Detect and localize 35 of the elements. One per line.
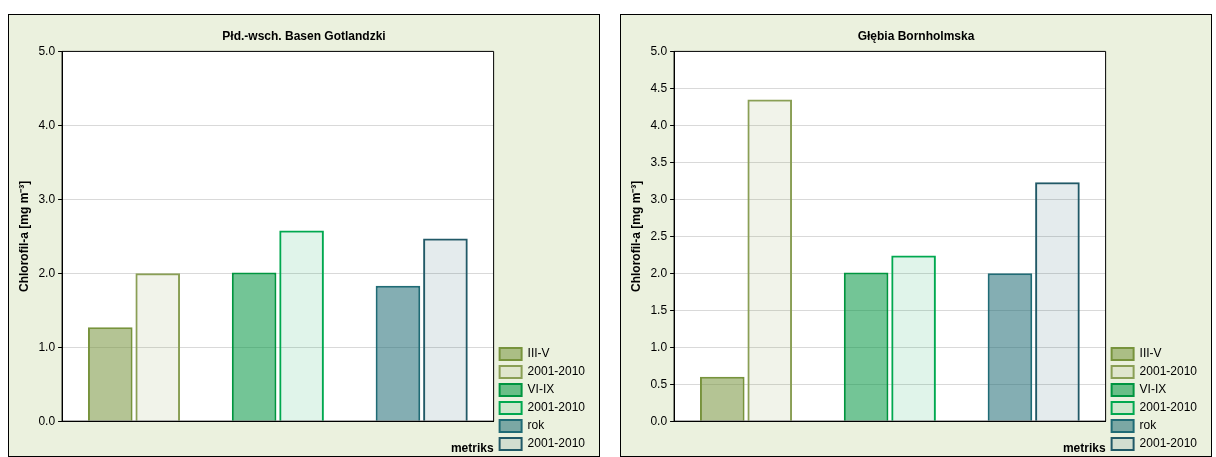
legend-label: VI-IX: [1139, 382, 1167, 397]
legend-label: III-V: [527, 346, 550, 361]
y-tick-label: 3.0: [650, 191, 668, 206]
y-tick-label: 1.0: [650, 339, 668, 354]
legend-label: rok: [527, 418, 546, 433]
legend-label: 2001-2010: [1139, 400, 1198, 415]
y-tick-label: 3.0: [38, 191, 56, 206]
y-tick-label: 5.0: [38, 43, 56, 58]
y-tick-label: 0.0: [38, 413, 56, 428]
y-tick-label: 1.0: [38, 339, 56, 354]
y-tick-label: 3.5: [650, 154, 668, 169]
legend-label: III-V: [1139, 346, 1162, 361]
y-tick-label: 5.0: [650, 43, 668, 58]
legend-label: 2001-2010: [527, 400, 586, 415]
y-tick-label: 4.5: [650, 80, 668, 95]
legend-label: 2001-2010: [527, 436, 586, 451]
y-tick-label: 1.5: [650, 302, 668, 317]
y-axis-title: Chlorofil-a [mg m⁻³]: [16, 180, 31, 292]
y-axis-title: Chlorofil-a [mg m⁻³]: [628, 180, 643, 292]
y-tick-label: 2.0: [38, 265, 56, 280]
y-tick-label: 0.5: [650, 376, 668, 391]
y-tick-label: 4.0: [38, 117, 56, 132]
legend-label: rok: [1139, 418, 1158, 433]
x-axis-title: metriks: [1062, 441, 1106, 456]
y-tick-label: 2.0: [650, 265, 668, 280]
legend-label: 2001-2010: [1139, 436, 1198, 451]
y-tick-label: 4.0: [650, 117, 668, 132]
x-axis-title: metriks: [450, 441, 494, 456]
legend-label: VI-IX: [527, 382, 555, 397]
legend-label: 2001-2010: [527, 364, 586, 379]
chart-title: Płd.-wsch. Basen Gotlandzki: [222, 28, 386, 43]
y-tick-label: 2.5: [650, 228, 668, 243]
legend-label: 2001-2010: [1139, 364, 1198, 379]
chart-title: Głębia Bornholmska: [857, 28, 975, 43]
y-tick-label: 0.0: [650, 413, 668, 428]
